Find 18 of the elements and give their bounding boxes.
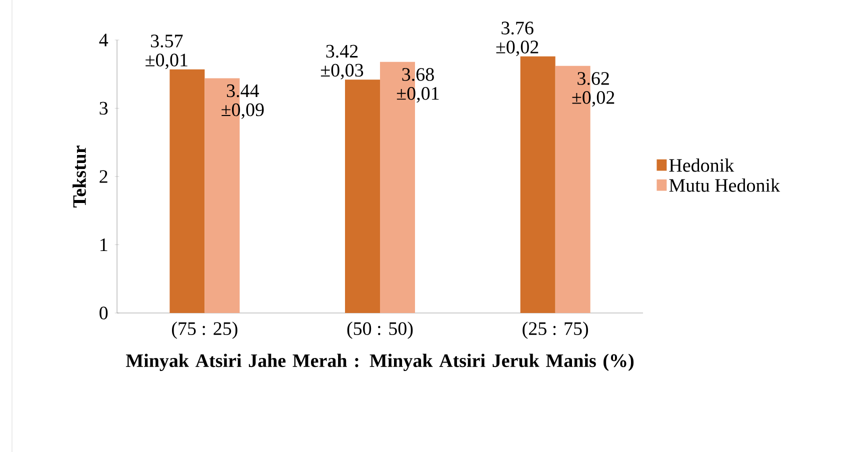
data-label: 3.57 ±0,01 [146, 34, 188, 70]
x-tick-label: (50 : 50) [347, 322, 413, 339]
y-tick-label: 2 [100, 170, 108, 183]
data-label: 3.42 ±0,03 [320, 44, 364, 80]
x-tick-label: (75 : 25) [172, 322, 238, 339]
data-label: 3.62 ±0,02 [572, 72, 614, 107]
y-tick-label: 3 [100, 102, 108, 115]
data-label: 3.44 ±0,09 [222, 84, 264, 119]
y-tick-label: 4 [99, 34, 108, 46]
legend-label: Mutu Hedonik [669, 178, 780, 192]
y-axis-title: Tekstur [72, 146, 86, 208]
data-label: 3.68 ±0,01 [396, 68, 439, 103]
y-tick-label: 1 [100, 238, 108, 252]
data-label: 3.76 ±0,02 [496, 22, 538, 56]
x-axis-title: Minyak Atsiri Jahe Merah : Minyak Atsiri Jeruk Manis (%) [126, 354, 634, 372]
legend-label: Hedonik [669, 158, 734, 172]
x-tick-label: (25 : 75) [522, 322, 588, 339]
y-tick-label: 0 [100, 306, 108, 320]
